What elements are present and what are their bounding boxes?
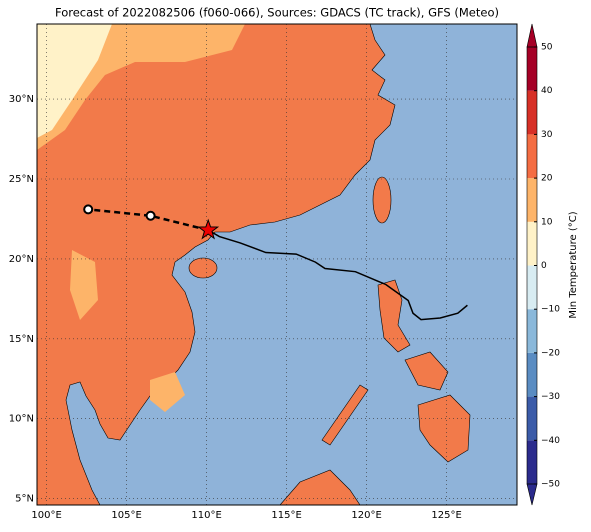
colorbar-tick-label: 0 <box>541 261 547 271</box>
position-star <box>197 218 220 240</box>
forecast-point <box>83 204 94 215</box>
colorbar-band <box>527 47 537 91</box>
palawan <box>321 384 369 446</box>
colorbar-tick-label: 50 <box>541 43 553 53</box>
y-tick-label: 25°N <box>9 174 34 185</box>
hainan <box>188 257 218 279</box>
colorbar-tick-label: 10 <box>541 217 553 227</box>
forecast-point <box>145 210 156 221</box>
plateau <box>37 24 112 138</box>
x-tick-label: 125°E <box>431 510 461 521</box>
y-tick-label: 15°N <box>9 334 34 345</box>
title: Forecast of 2022082506 (f060-066), Sourc… <box>55 6 499 20</box>
x-tick-label: 115°E <box>271 510 301 521</box>
visayas <box>404 351 449 391</box>
borneo <box>279 469 361 505</box>
colorbar-band <box>527 309 537 353</box>
y-tick-label: 10°N <box>9 414 34 425</box>
x-tick-label: 105°E <box>111 510 141 521</box>
colorbar-tick-label: −20 <box>541 348 560 358</box>
colorbar-band <box>527 90 537 135</box>
colorbar-band <box>527 221 537 266</box>
luzon <box>377 279 411 353</box>
taiwan <box>372 176 392 224</box>
colorbar-tick-label: 40 <box>541 86 553 96</box>
colorbar-label: Min Temperature (°C) <box>568 211 579 318</box>
colorbar-tick-label: −30 <box>541 392 560 402</box>
frame <box>36 23 518 506</box>
colorbar-tick-label: 30 <box>541 130 553 140</box>
x-tick-label: 110°E <box>191 510 221 521</box>
colorbar-tick-label: 20 <box>541 174 553 184</box>
colorbar-extend <box>526 23 538 48</box>
colorbar-band <box>527 178 537 222</box>
colorbar-band <box>527 134 537 179</box>
colorbar-extend <box>526 483 538 506</box>
colorbar-tick-label: −10 <box>541 305 560 315</box>
x-tick-label: 120°E <box>351 510 381 521</box>
colorbar-band <box>527 440 537 484</box>
track-line <box>207 229 468 321</box>
colorbar-band <box>527 265 537 310</box>
map <box>37 24 517 505</box>
colorbar-tick-label: −40 <box>541 436 560 446</box>
forecast-line <box>88 208 209 232</box>
y-tick-label: 30°N <box>9 94 34 105</box>
mindanao <box>417 394 471 463</box>
x-tick-label: 100°E <box>31 510 61 521</box>
y-tick-label: 20°N <box>9 254 34 265</box>
colorbar-band <box>527 352 537 397</box>
colorbar-band <box>527 396 537 441</box>
colorbar-tick-label: −50 <box>541 480 560 490</box>
y-tick-label: 5°N <box>15 494 34 505</box>
